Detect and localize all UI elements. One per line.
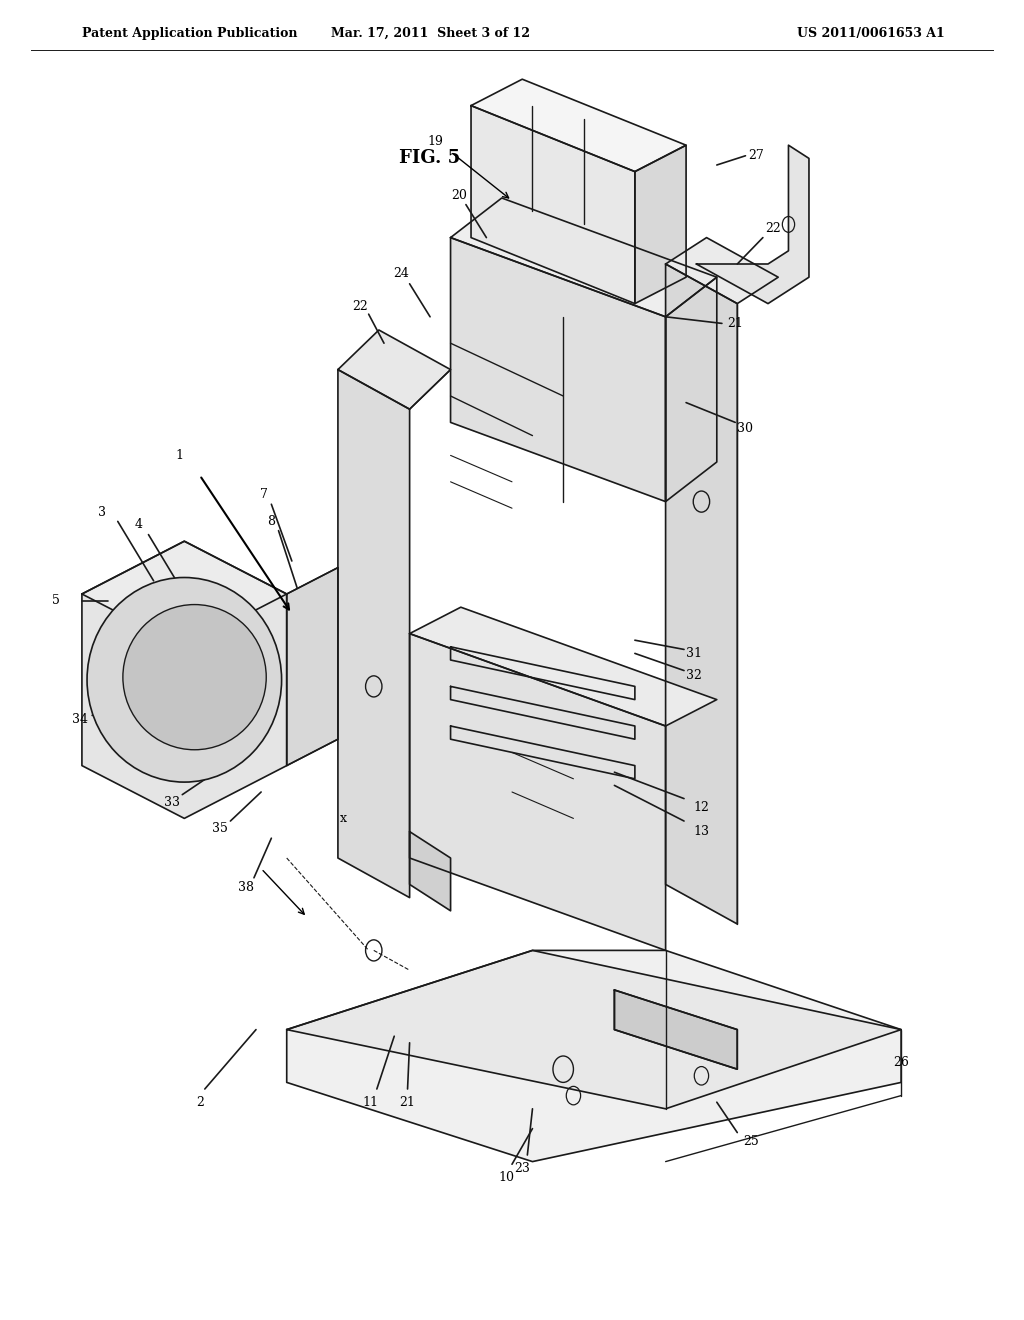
- Polygon shape: [410, 634, 666, 950]
- Polygon shape: [451, 686, 635, 739]
- Text: 3: 3: [98, 506, 106, 519]
- Text: 27: 27: [748, 149, 764, 162]
- Polygon shape: [287, 950, 901, 1109]
- Text: 2: 2: [196, 1096, 204, 1109]
- Text: 22: 22: [352, 300, 369, 313]
- Polygon shape: [451, 726, 635, 779]
- Text: 23: 23: [514, 1162, 530, 1175]
- Text: Mar. 17, 2011  Sheet 3 of 12: Mar. 17, 2011 Sheet 3 of 12: [331, 26, 529, 40]
- Polygon shape: [82, 541, 287, 647]
- Polygon shape: [338, 370, 410, 898]
- Text: 11: 11: [362, 1096, 379, 1109]
- Text: US 2011/0061653 A1: US 2011/0061653 A1: [797, 26, 944, 40]
- Text: 21: 21: [727, 317, 743, 330]
- Text: 1: 1: [175, 449, 183, 462]
- Text: Patent Application Publication: Patent Application Publication: [82, 26, 297, 40]
- Text: 31: 31: [686, 647, 702, 660]
- Polygon shape: [635, 145, 686, 304]
- Polygon shape: [451, 198, 717, 317]
- Text: FIG. 5: FIG. 5: [399, 149, 461, 168]
- Text: 38: 38: [238, 880, 254, 894]
- Polygon shape: [666, 264, 737, 924]
- Text: 7: 7: [260, 488, 268, 502]
- Text: 12: 12: [693, 801, 710, 814]
- Text: 13: 13: [693, 825, 710, 838]
- Polygon shape: [451, 238, 666, 502]
- Polygon shape: [287, 568, 338, 766]
- Text: 35: 35: [212, 822, 228, 836]
- Polygon shape: [614, 990, 737, 1069]
- Text: 10: 10: [499, 1171, 515, 1184]
- Text: 26: 26: [893, 1056, 909, 1069]
- Polygon shape: [82, 541, 287, 818]
- Polygon shape: [410, 832, 451, 911]
- Text: 20: 20: [451, 189, 467, 202]
- Polygon shape: [287, 950, 901, 1162]
- Text: 25: 25: [742, 1135, 759, 1148]
- Text: 8: 8: [267, 515, 275, 528]
- Text: 30: 30: [737, 422, 754, 436]
- Text: 32: 32: [686, 669, 702, 682]
- Polygon shape: [471, 106, 635, 304]
- Text: 19: 19: [427, 135, 443, 148]
- Text: 24: 24: [393, 267, 410, 280]
- Polygon shape: [471, 79, 686, 172]
- Text: 34: 34: [72, 713, 88, 726]
- Text: 4: 4: [134, 517, 142, 531]
- Text: 21: 21: [399, 1096, 416, 1109]
- Polygon shape: [666, 238, 778, 304]
- Text: x: x: [340, 812, 346, 825]
- Polygon shape: [410, 607, 717, 726]
- Polygon shape: [666, 277, 717, 502]
- Text: 5: 5: [52, 594, 60, 607]
- Text: 22: 22: [765, 222, 781, 235]
- Ellipse shape: [87, 578, 282, 781]
- Polygon shape: [338, 330, 451, 409]
- Polygon shape: [696, 145, 809, 304]
- Ellipse shape: [123, 605, 266, 750]
- Polygon shape: [451, 647, 635, 700]
- Text: 33: 33: [164, 796, 180, 809]
